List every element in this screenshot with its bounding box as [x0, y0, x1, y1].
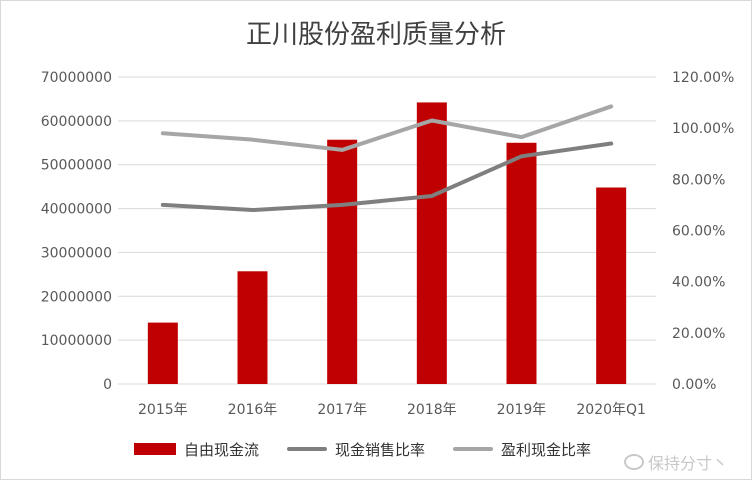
- chart-title: 正川股份盈利质量分析: [245, 20, 506, 50]
- legend-item-cash-sales-ratio: 现金销售比率: [287, 439, 425, 460]
- bar: [147, 322, 178, 384]
- right-tick-label: 0.00%: [672, 377, 716, 393]
- left-tick-label: 0: [103, 377, 112, 393]
- bar: [416, 102, 447, 385]
- legend-label: 自由现金流: [184, 440, 260, 459]
- left-tick-label: 40000000: [41, 202, 112, 218]
- x-tick-label: 2019年: [497, 402, 547, 418]
- right-tick-label: 20.00%: [672, 326, 725, 342]
- bar: [327, 139, 358, 384]
- chart-legend: 自由现金流 现金销售比率 盈利现金比率: [134, 437, 619, 461]
- legend-swatch-line: [287, 447, 328, 451]
- line-series: [160, 104, 614, 213]
- bar: [237, 271, 268, 384]
- watermark-text: 保持分寸丶: [648, 454, 729, 473]
- bar-series: [147, 102, 627, 385]
- weibo-icon: [624, 454, 644, 470]
- legend-swatch-bar: [134, 443, 176, 455]
- legend-label: 现金销售比率: [335, 440, 426, 459]
- left-tick-label: 20000000: [41, 289, 112, 305]
- bar: [596, 187, 627, 384]
- x-tick-label: 2015年: [138, 402, 188, 418]
- bar: [506, 142, 537, 384]
- watermark: 保持分寸丶: [624, 450, 728, 474]
- x-axis-ticks: 2015年 2016年 2017年 2018年 2019年 2020年Q1: [138, 402, 646, 418]
- right-tick-label: 80.00%: [672, 172, 725, 188]
- left-axis-ticks: 0 10000000 20000000 30000000 40000000 5000000…: [41, 70, 112, 393]
- left-tick-label: 60000000: [41, 114, 112, 130]
- legend-label: 盈利现金比率: [501, 440, 592, 459]
- right-tick-label: 120.00%: [672, 70, 734, 86]
- legend-item-free-cash-flow: 自由现金流: [134, 439, 259, 460]
- legend-swatch-line: [453, 447, 494, 451]
- left-tick-label: 50000000: [41, 158, 112, 174]
- grid-lines: [118, 76, 656, 385]
- right-tick-label: 60.00%: [672, 224, 725, 240]
- left-tick-label: 70000000: [41, 70, 112, 86]
- right-tick-label: 40.00%: [672, 275, 725, 291]
- left-tick-label: 30000000: [41, 245, 112, 261]
- line-cash-sales-ratio: [160, 141, 614, 213]
- x-tick-label: 2016年: [228, 402, 278, 418]
- left-tick-label: 10000000: [41, 333, 112, 349]
- right-axis-ticks: 0.00% 20.00% 40.00% 60.00% 80.00% 100.00% 120.…: [672, 70, 734, 393]
- legend-item-profit-cash-ratio: 盈利现金比率: [453, 439, 591, 460]
- right-tick-label: 100.00%: [672, 121, 734, 137]
- x-tick-label: 2017年: [317, 402, 367, 418]
- line-profit-cash-ratio: [160, 104, 614, 152]
- x-tick-label: 2018年: [407, 402, 457, 418]
- x-tick-label: 2020年Q1: [576, 402, 646, 418]
